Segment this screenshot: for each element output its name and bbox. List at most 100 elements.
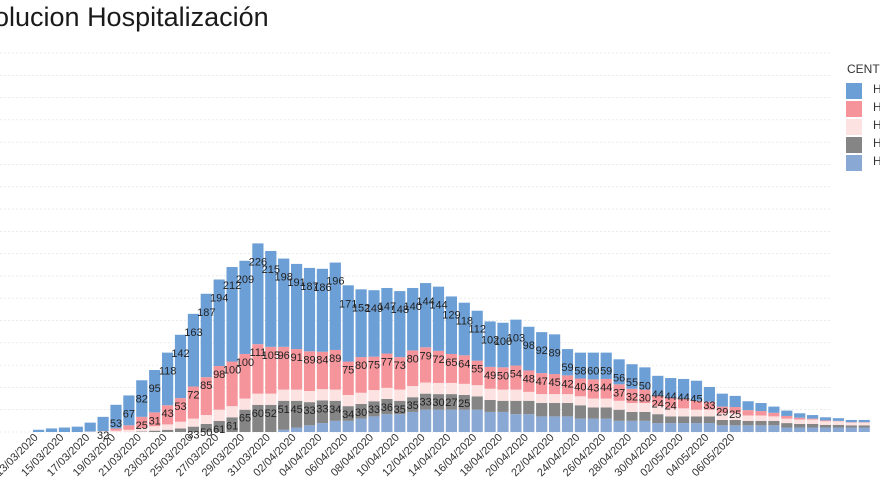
bar-segment <box>665 423 677 432</box>
bar-segment <box>394 414 406 432</box>
top-data-label: 194 <box>210 293 228 305</box>
bar-segment <box>316 268 328 352</box>
bar-segment <box>819 421 832 425</box>
bar-segment <box>523 391 535 401</box>
bar-segment <box>303 425 316 432</box>
bar-segment <box>162 424 174 430</box>
legend-key-4[interactable] <box>845 136 863 154</box>
bar-segment <box>226 417 238 432</box>
bar-segment <box>665 416 677 424</box>
bar-segment <box>807 418 819 420</box>
bar-segment <box>458 302 470 356</box>
bar-segment <box>174 398 187 422</box>
grey-data-label: 36 <box>381 402 393 414</box>
top-data-label: 92 <box>536 345 548 357</box>
bar-segment <box>574 352 586 379</box>
bar-segment <box>690 416 703 424</box>
bar-segment <box>497 367 509 390</box>
bar-segment <box>187 426 199 432</box>
bar-segment <box>162 429 174 432</box>
grey-data-label: 34 <box>342 409 354 421</box>
pink-data-label: 32 <box>626 392 638 404</box>
top-data-label: 59 <box>561 362 573 374</box>
bar-segment <box>445 353 457 383</box>
legend-key-2[interactable] <box>845 100 863 118</box>
grey-data-label: 60 <box>252 408 264 420</box>
bar-segment <box>110 430 122 432</box>
bar-segment <box>162 405 174 425</box>
bar-segment <box>807 427 819 432</box>
bar-segment <box>291 389 303 401</box>
legend-key-1[interactable] <box>845 82 863 100</box>
pink-data-label: 75 <box>368 360 380 372</box>
bar-segment <box>703 423 715 432</box>
legend-key-5[interactable] <box>845 154 863 172</box>
bar-segment <box>819 417 832 421</box>
bar-segment <box>626 388 638 404</box>
pink-data-label: 89 <box>303 354 315 366</box>
bar-segment <box>355 392 367 404</box>
bar-segment <box>678 416 690 424</box>
top-data-label: 55 <box>626 377 638 389</box>
bar-segment <box>497 411 509 432</box>
top-data-label: 152 <box>352 302 370 314</box>
bar-segment <box>729 407 741 414</box>
bar-segment <box>265 393 277 405</box>
bar-segment <box>510 414 522 432</box>
pink-data-label: 79 <box>419 350 431 362</box>
bar-segment <box>703 386 715 402</box>
pink-data-label: 84 <box>316 355 328 367</box>
bar-segment <box>665 378 677 398</box>
bar-segment <box>716 425 728 432</box>
bar-segment <box>574 418 586 432</box>
pink-data-label: 25 <box>136 420 148 432</box>
bar-segment <box>690 423 703 432</box>
grey-data-label: 30 <box>355 407 367 419</box>
bar-segment <box>110 404 122 429</box>
pink-data-label: 100 <box>223 365 241 377</box>
bar-segment <box>174 428 187 432</box>
bar-segment <box>407 411 419 432</box>
pink-data-label: 80 <box>407 353 419 365</box>
bar-segment <box>420 409 432 432</box>
top-data-label: 144 <box>416 296 434 308</box>
bar-segment <box>523 370 535 392</box>
bar-segment <box>445 409 457 432</box>
bar-segment <box>600 398 612 408</box>
pink-data-label: 72 <box>187 390 199 402</box>
bar-segment <box>213 279 225 367</box>
bar-segment <box>123 429 135 432</box>
bar-segment <box>368 356 380 391</box>
top-data-label: 118 <box>159 366 177 378</box>
bar-segment <box>394 389 406 401</box>
bar-segment <box>742 415 754 421</box>
pink-data-label: 47 <box>536 376 548 388</box>
bar-segment <box>794 413 806 418</box>
bar-segment <box>678 423 690 432</box>
bar-segment <box>471 396 483 410</box>
bar-segment <box>510 400 522 415</box>
top-data-label: 102 <box>481 334 499 346</box>
bar-segment <box>445 394 457 410</box>
bar-segment <box>523 414 535 432</box>
bar-segment <box>303 351 316 391</box>
bar-segment <box>484 388 496 400</box>
bar-segment <box>807 423 819 428</box>
pink-data-label: 24 <box>652 398 664 410</box>
bar-segment <box>420 382 432 394</box>
pink-data-label: 37 <box>613 387 625 399</box>
grey-data-label: 51 <box>278 404 290 416</box>
bar-segment <box>432 409 445 432</box>
pink-data-label: 80 <box>355 360 367 372</box>
bar-segment <box>394 291 406 358</box>
bar-segment <box>549 374 561 395</box>
bar-segment <box>613 409 625 421</box>
bar-segment <box>703 416 715 424</box>
bar-segment <box>652 406 664 415</box>
pink-data-label: 54 <box>510 369 522 381</box>
grey-data-label: 61 <box>226 420 238 432</box>
bar-segment <box>613 400 625 410</box>
bar-segment <box>316 423 328 432</box>
legend-key-3[interactable] <box>845 118 863 136</box>
bar-segment <box>71 426 83 432</box>
